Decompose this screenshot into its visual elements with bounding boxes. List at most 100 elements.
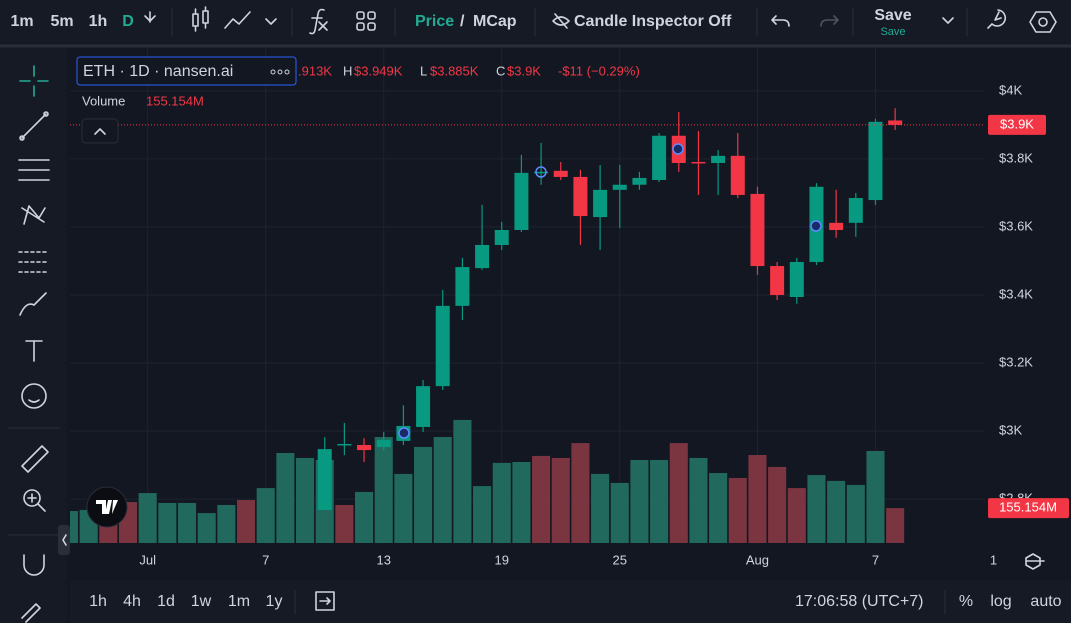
candle-type-icon[interactable] [192, 6, 209, 32]
candle-body [730, 155, 745, 195]
candle-inspector-button[interactable]: Candle Inspector Off [574, 13, 732, 30]
volume-bar [827, 480, 846, 543]
plot [70, 48, 985, 545]
line-type-icon[interactable] [224, 11, 251, 29]
y-tick-label: $4K [999, 82, 1022, 97]
candle-body [514, 172, 529, 230]
symbol-box[interactable] [76, 56, 297, 86]
drawing-tools[interactable] [18, 65, 50, 623]
volume-bar [650, 459, 669, 543]
volume-bar [453, 419, 472, 543]
save-button[interactable]: Save [874, 7, 911, 24]
volume-bar [787, 488, 806, 543]
x-tick-label: 1 [990, 552, 997, 567]
range-button[interactable]: 1w [191, 593, 212, 610]
axes: Jul 7 13 19 25 Aug 7 1$2.8K$3K$3.2K$3.4K$3.6K$3… [86, 82, 1069, 567]
last-price-label: $3.9K [1000, 116, 1034, 131]
last-volume-tag [988, 498, 1069, 519]
collapse-button[interactable] [58, 525, 70, 555]
x-tick-label: 7 [872, 552, 879, 567]
volume-bar [256, 488, 275, 543]
mcap-toggle[interactable]: MCap [473, 13, 517, 30]
candle-body [573, 176, 588, 217]
candle-body [593, 189, 608, 218]
clock: 17:06:58 (UTC+7) [795, 593, 924, 610]
x-tick-label: 7 [262, 552, 269, 567]
volume-bar [591, 473, 610, 543]
interval-button[interactable]: 1h [89, 13, 108, 30]
volume-bar [866, 450, 885, 543]
range-button[interactable]: 1h [89, 593, 107, 610]
toggle-separator: / [460, 13, 465, 30]
event-marker [398, 427, 410, 439]
candle-body [829, 222, 844, 230]
candle-body [435, 305, 450, 387]
volume-bar [846, 484, 865, 543]
volume-bar [492, 462, 511, 543]
range-button[interactable]: 1d [157, 593, 175, 610]
redo-icon[interactable] [820, 15, 839, 27]
header-open: .913K [298, 63, 332, 78]
log-button[interactable]: log [990, 593, 1011, 610]
collapse-legend-button[interactable] [81, 118, 119, 144]
volume-bar [689, 457, 708, 543]
header-prefix: L [420, 63, 427, 78]
volume-bar [433, 437, 452, 543]
range-button[interactable]: 4h [123, 593, 141, 610]
chevron-icon[interactable] [94, 128, 106, 135]
volume-bar [296, 457, 315, 543]
settings-icon[interactable] [1029, 11, 1057, 33]
candle-body [455, 267, 470, 306]
y-tick-label: $3.2K [999, 354, 1033, 369]
collapse-icon[interactable] [62, 534, 67, 546]
candle-body [475, 244, 490, 269]
range-button[interactable]: 1m [228, 593, 250, 610]
event-marker [810, 220, 822, 232]
candle-body [357, 444, 372, 451]
undo-icon[interactable] [771, 15, 790, 27]
volume-bar [473, 486, 492, 543]
interval-button[interactable]: 1m [10, 13, 33, 30]
save-status: Save [880, 26, 905, 38]
volume-bar [355, 491, 374, 543]
y-tick-label: $3.6K [999, 218, 1033, 233]
last-price-tag [988, 114, 1046, 135]
header-low: $3.885K [430, 63, 479, 78]
settings-icon[interactable] [1038, 17, 1048, 27]
volume-bar [728, 477, 747, 543]
auto-button[interactable]: auto [1030, 593, 1061, 610]
eye-off-icon[interactable] [552, 13, 570, 29]
percent-button[interactable]: % [959, 593, 973, 610]
more-icon[interactable] [270, 69, 290, 75]
volume-legend: Volume [82, 93, 125, 108]
candle-body [317, 449, 332, 510]
symbol: ETH · 1D · nansen.ai [83, 63, 233, 80]
price-toggle[interactable]: Price [415, 13, 454, 30]
volume-bar [807, 475, 826, 543]
layout-icon[interactable] [356, 11, 376, 31]
interval-button[interactable]: 5m [50, 13, 73, 30]
candle-body [770, 266, 785, 295]
axis-settings-icon[interactable] [1025, 553, 1045, 570]
range-button[interactable]: 1y [266, 593, 283, 610]
interval-button[interactable]: D [122, 13, 134, 30]
dropdown-icon[interactable] [144, 11, 156, 23]
candle-body [848, 198, 863, 223]
header-prefix: H [343, 63, 352, 78]
candle-body [691, 161, 706, 164]
indicator-icon[interactable] [309, 8, 328, 35]
y-tick-label: $3.4K [999, 286, 1033, 301]
volume-bar [70, 511, 79, 543]
volume-bar [374, 437, 393, 543]
volume-bar [610, 482, 629, 543]
left-toolbar [0, 48, 67, 623]
dropdown-icon[interactable] [265, 18, 277, 25]
goto-date-icon[interactable] [315, 591, 335, 611]
alert-icon[interactable] [987, 9, 1007, 29]
x-tick-label: 25 [613, 552, 627, 567]
dropdown-icon[interactable] [942, 17, 954, 24]
volume-bar [532, 455, 551, 543]
candle-body [553, 170, 568, 177]
x-tick-label: Aug [746, 552, 769, 567]
